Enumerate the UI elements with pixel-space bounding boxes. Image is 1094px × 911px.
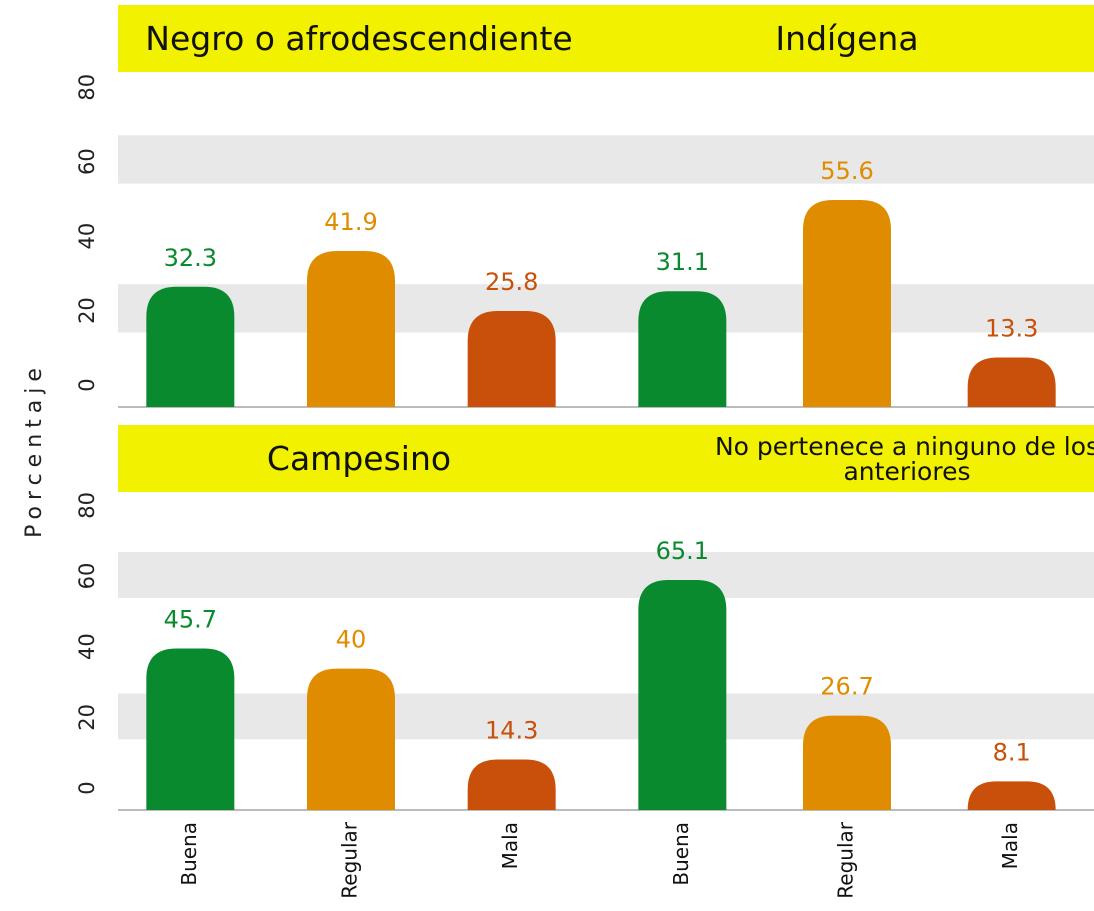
value-label: 14.3 (485, 716, 538, 744)
bar (467, 759, 556, 810)
bar (967, 357, 1056, 407)
x-tick-label: Mala (998, 822, 1022, 869)
y-tick-label: 0 (75, 378, 99, 391)
bar (467, 310, 556, 407)
y-tick-label: 60 (75, 148, 99, 175)
y-tick-label: 60 (75, 563, 99, 590)
panel-title-box: No pertenece a ninguno de los anteriores (714, 431, 1094, 486)
title-band (118, 5, 1094, 72)
title-band (118, 425, 1094, 492)
x-tick-label: Regular (834, 821, 858, 898)
y-tick-label: 40 (75, 633, 99, 660)
value-label: 32.3 (164, 244, 217, 272)
panel-title: Negro o afrodescendiente (145, 19, 573, 58)
x-tick-label: Buena (669, 822, 693, 886)
y-axis-label: Porcentaje (22, 362, 47, 538)
value-label: 8.1 (993, 738, 1031, 766)
panel-title: Campesino (266, 439, 452, 478)
y-tick-label: 80 (75, 74, 99, 101)
value-label: 45.7 (164, 606, 217, 634)
y-tick-label: 20 (75, 704, 99, 731)
grid-band (118, 135, 600, 184)
bar (803, 715, 891, 810)
bar (146, 286, 235, 407)
bar (967, 781, 1056, 810)
value-label: 40 (336, 626, 367, 654)
bar (638, 291, 727, 407)
grid-band (600, 135, 1094, 184)
y-tick-label: 0 (75, 781, 99, 794)
value-label: 31.1 (656, 248, 709, 276)
panel-title: No pertenece a ninguno de los anteriores (714, 431, 1094, 486)
value-label: 26.7 (820, 673, 873, 701)
value-label: 55.6 (820, 157, 873, 185)
bar (803, 200, 891, 407)
bar (307, 251, 395, 407)
y-tick-label: 20 (75, 297, 99, 324)
x-tick-label: Buena (177, 822, 201, 886)
y-tick-label: 40 (75, 223, 99, 250)
bar (146, 648, 235, 810)
x-tick-label: Mala (498, 822, 522, 869)
panel-title: Indígena (775, 19, 919, 58)
value-label: 25.8 (485, 268, 538, 296)
value-label: 41.9 (324, 208, 377, 236)
bar (638, 579, 727, 810)
y-tick-label: 80 (75, 492, 99, 519)
value-label: 13.3 (985, 314, 1038, 342)
value-label: 65.1 (656, 537, 709, 565)
panel-title-box: Negro o afrodescendiente (145, 19, 573, 58)
panel-title-box: Indígena (775, 19, 919, 58)
x-tick-label: Regular (338, 821, 362, 898)
bar (307, 668, 395, 810)
grid-band (118, 552, 600, 598)
panel-title-box: Campesino (266, 439, 452, 478)
